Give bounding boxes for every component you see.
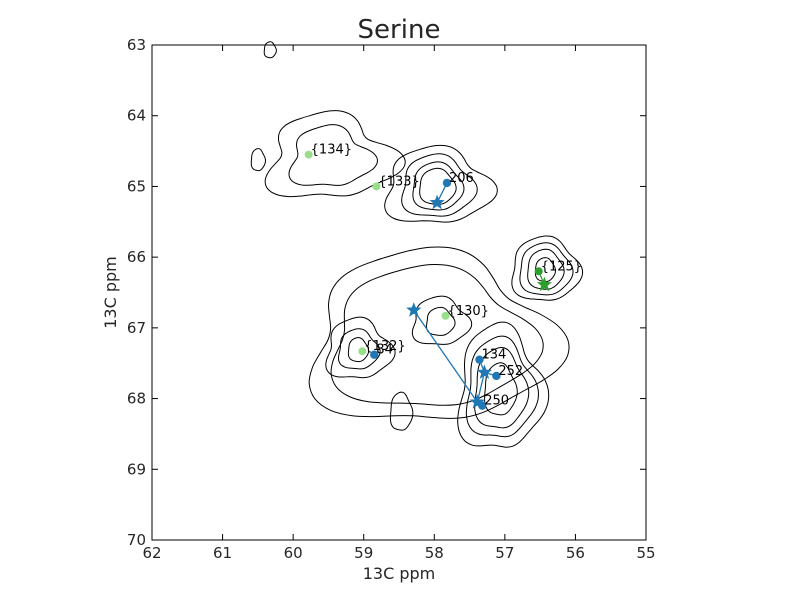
contour-line	[288, 124, 378, 186]
x-tick-label: 62	[142, 544, 161, 562]
peak-marker	[372, 182, 381, 191]
x-tick-label: 55	[636, 544, 655, 562]
contour-line	[511, 235, 584, 301]
x-tick-label: 58	[425, 544, 444, 562]
contour-lines	[250, 41, 584, 448]
x-tick-label: 61	[213, 544, 232, 562]
contour-line	[527, 248, 565, 290]
star-marker	[406, 302, 422, 317]
y-tick-label: 64	[127, 107, 146, 125]
point-label: 84	[376, 343, 393, 358]
contour-line	[484, 362, 518, 416]
contour-line	[411, 295, 473, 345]
contour-line	[389, 391, 414, 431]
point-label: 250	[484, 394, 509, 409]
peak-marker	[358, 347, 367, 356]
y-tick-label: 70	[127, 531, 146, 549]
star-marker	[536, 276, 552, 292]
y-tick-label: 67	[127, 319, 146, 337]
plot-frame	[151, 44, 647, 541]
data-markers	[304, 150, 552, 410]
peak-marker	[441, 311, 450, 320]
point-label: {133}	[378, 174, 419, 189]
contour-line	[325, 316, 396, 379]
contour-line	[264, 110, 406, 198]
star-marker	[469, 394, 485, 409]
peak-marker	[534, 267, 543, 276]
point-label: {125}	[541, 259, 582, 274]
contour-line	[401, 153, 478, 217]
x-tick-label: 60	[284, 544, 303, 562]
assigned-point-marker	[492, 371, 501, 381]
axis-ticks: 62 61 60 59 58 57 56 55 63 64 65 66 67 68 69 70	[127, 36, 656, 562]
connector-line	[476, 372, 486, 403]
point-label: 134	[481, 348, 506, 363]
contour-line	[474, 347, 530, 429]
contour-line	[250, 148, 266, 172]
contour-line	[425, 306, 456, 336]
assigned-point-marker	[475, 355, 484, 364]
contour-line	[337, 328, 381, 370]
contour-line	[419, 167, 457, 205]
connector-line	[413, 309, 478, 403]
y-tick-label: 66	[127, 248, 146, 266]
y-tick-label: 68	[127, 390, 146, 408]
x-axis-label: 13C ppm	[363, 564, 436, 583]
y-tick-label: 69	[127, 460, 146, 478]
contour-line	[263, 41, 277, 59]
chart-title: Serine	[358, 15, 441, 45]
point-label: {132}	[364, 339, 405, 354]
contour-line	[519, 242, 574, 296]
x-tick-label: 59	[354, 544, 373, 562]
y-tick-label: 65	[127, 177, 146, 195]
contour-line	[412, 161, 465, 211]
assigned-point-marker	[442, 178, 452, 188]
star-marker	[429, 194, 445, 210]
point-label: 206	[449, 171, 474, 186]
star-marker	[476, 364, 492, 379]
point-label: {130}	[448, 304, 489, 319]
point-label: {134}	[311, 143, 352, 158]
point-label: 252	[498, 364, 523, 379]
y-axis-label: 13C ppm	[101, 256, 120, 329]
contour-line	[457, 321, 550, 448]
x-tick-label: 57	[495, 544, 514, 562]
contour-line	[465, 335, 539, 438]
contour-line	[308, 246, 570, 419]
x-tick-label: 56	[566, 544, 585, 562]
contour-line	[384, 144, 498, 223]
contour-line	[347, 336, 370, 363]
peak-marker	[304, 150, 313, 159]
y-tick-label: 63	[127, 36, 146, 54]
assigned-point-marker	[370, 350, 379, 359]
